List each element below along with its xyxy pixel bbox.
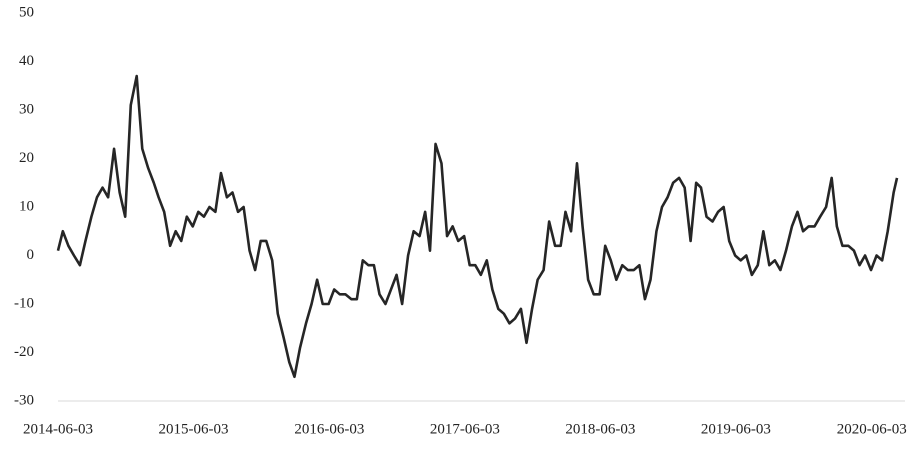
x-tick-label: 2016-06-03 (294, 421, 364, 437)
x-tick-label: 2020-06-03 (837, 421, 907, 437)
y-tick-label: -10 (14, 295, 34, 311)
data-line (56, 74, 899, 379)
y-tick-label: -20 (14, 344, 34, 360)
y-tick-label: 20 (19, 150, 34, 166)
y-tick-label: 50 (19, 4, 34, 20)
y-tick-label: -30 (14, 392, 34, 408)
x-tick-label: 2019-06-03 (701, 421, 771, 437)
y-tick-label: 0 (27, 247, 35, 263)
y-tick-label: 40 (19, 53, 34, 69)
x-tick-label: 2014-06-03 (23, 421, 93, 437)
x-tick-label: 2015-06-03 (159, 421, 229, 437)
y-tick-label: 10 (19, 198, 34, 214)
x-tick-label: 2018-06-03 (565, 421, 635, 437)
x-tick-label: 2017-06-03 (430, 421, 500, 437)
y-tick-label: 30 (19, 101, 34, 117)
